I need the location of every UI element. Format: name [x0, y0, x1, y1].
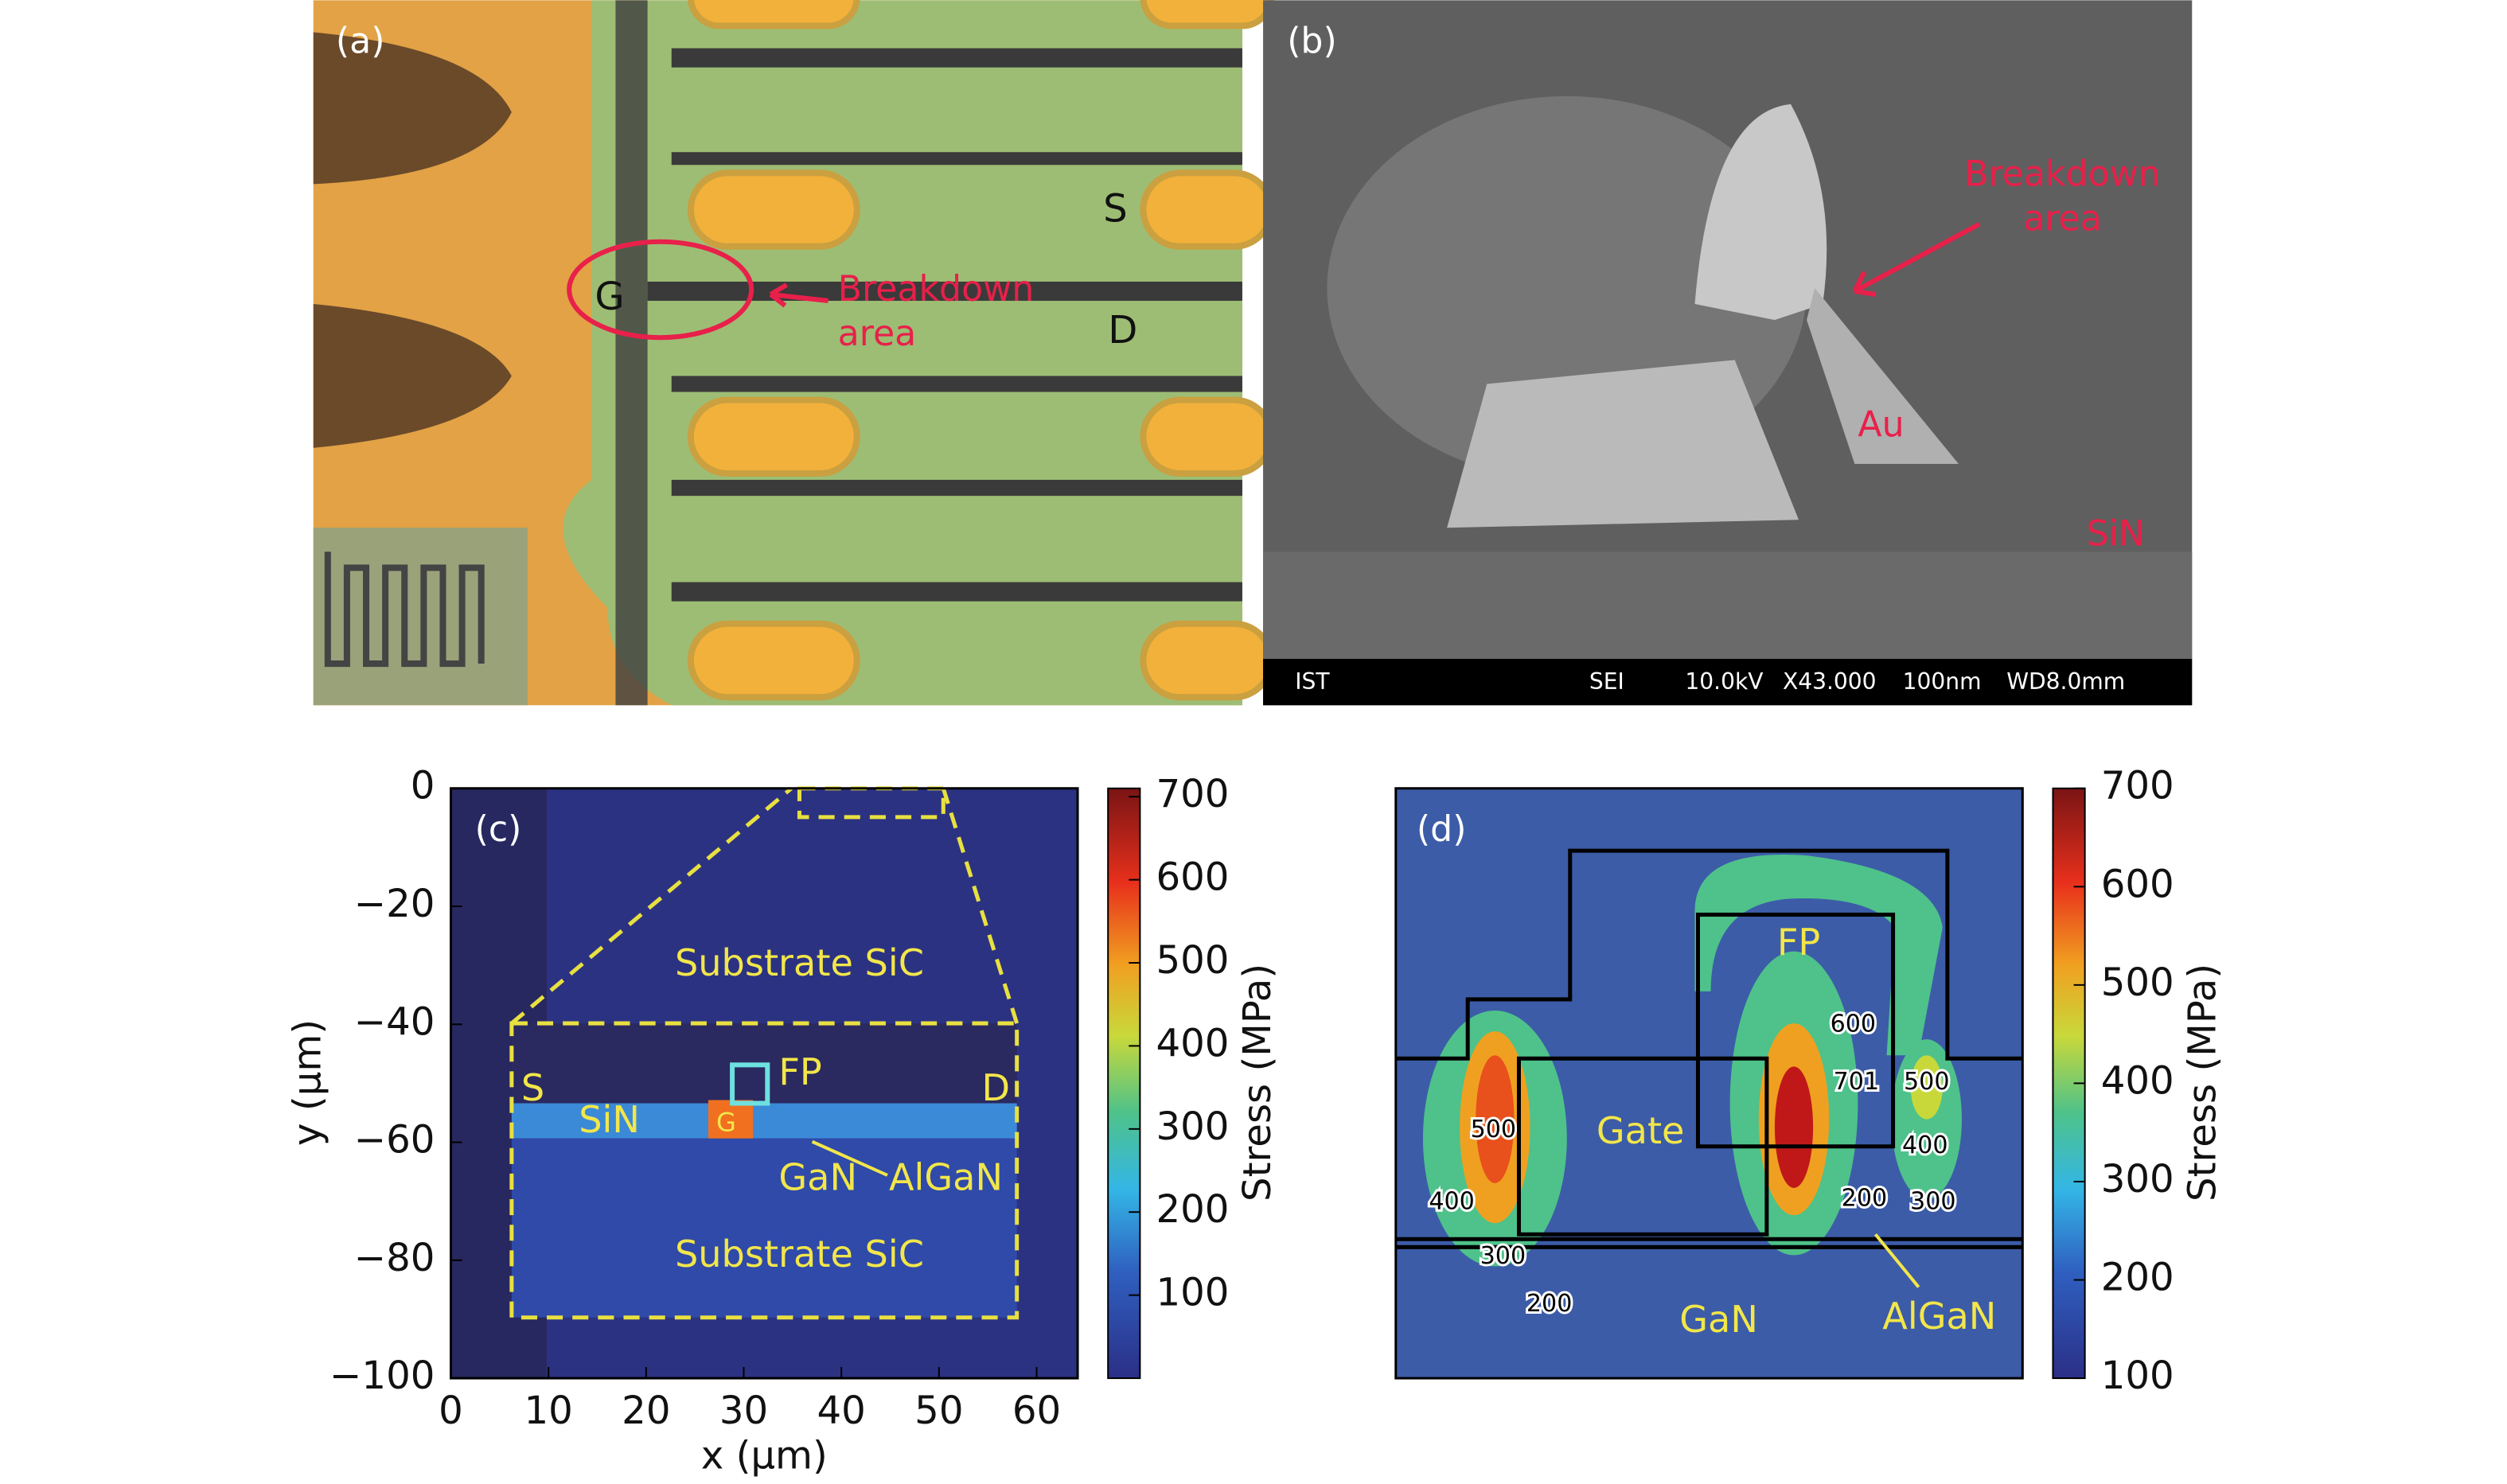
- colorbar-tick-label: 700: [2101, 764, 2174, 808]
- region-label: AlGaN: [1882, 1295, 1996, 1338]
- source-label: S: [1103, 187, 1128, 232]
- panel-label: (c): [475, 809, 522, 850]
- y-axis-label: y (μm): [286, 1019, 330, 1146]
- annotation: Au: [1858, 405, 1904, 446]
- region-label: Substrate SiC: [675, 1233, 924, 1276]
- info-text: IST: [1295, 668, 1330, 695]
- annotation: SiN: [2087, 513, 2145, 554]
- colorbar-tick-label: 200: [2101, 1256, 2174, 1300]
- region-label: S: [521, 1066, 544, 1109]
- region-label: SiN: [579, 1098, 640, 1141]
- colorbar-tick-label: 100: [1156, 1271, 1229, 1315]
- gate-label: G: [595, 275, 624, 319]
- contour-label: 200: [1526, 1290, 1573, 1318]
- panel-label: (d): [1417, 809, 1467, 850]
- contour-label: 500: [1471, 1116, 1517, 1143]
- y-tick-label: −40: [354, 999, 435, 1044]
- y-tick-label: −20: [354, 882, 435, 926]
- annotation: Breakdown: [1964, 154, 2161, 194]
- info-text: X43.000: [1783, 668, 1877, 695]
- colorbar-tick-label: 400: [1156, 1021, 1229, 1065]
- colorbar-tick-label: 600: [2101, 862, 2174, 906]
- colorbar-tick-label: 300: [2101, 1157, 2174, 1202]
- contour-label: 300: [1480, 1242, 1526, 1270]
- region-label: GaN: [778, 1155, 857, 1198]
- region-label: GaN: [1679, 1298, 1758, 1341]
- region-label: FP: [778, 1050, 821, 1093]
- annotation: area: [838, 314, 917, 354]
- y-tick-label: −60: [354, 1118, 435, 1163]
- x-axis-label: x (μm): [701, 1434, 828, 1478]
- contour-label: 200: [1842, 1185, 1888, 1213]
- colorbar-tick-label: 200: [1156, 1187, 1229, 1232]
- contour-label: 300: [1910, 1188, 1956, 1216]
- contour-label: 500: [1904, 1068, 1950, 1096]
- info-text: 10.0kV: [1685, 668, 1763, 695]
- contour-label: 701: [1834, 1068, 1880, 1096]
- info-text: 100nm: [1903, 668, 1982, 695]
- panel-label: (b): [1287, 21, 1337, 62]
- contour-label: 400: [1429, 1188, 1474, 1216]
- region-label: FP: [1777, 921, 1820, 964]
- colorbar-tick-label: 700: [1156, 772, 1229, 816]
- y-tick-label: 0: [411, 764, 435, 808]
- region-label: AlGaN: [889, 1155, 1003, 1198]
- y-tick-label: −100: [329, 1354, 435, 1398]
- region-label: Substrate SiC: [675, 941, 924, 984]
- contour-label: 600: [1831, 1011, 1877, 1038]
- plot-c: [450, 786, 1141, 1380]
- colorbar-tick-label: 400: [2101, 1058, 2174, 1103]
- panel-label: (a): [336, 21, 385, 62]
- colorbar-tick-label: 100: [2101, 1354, 2174, 1398]
- x-tick-label: 50: [914, 1389, 963, 1433]
- plot-d: [1394, 787, 2086, 1380]
- x-tick-label: 30: [719, 1389, 768, 1433]
- x-tick-label: 10: [524, 1389, 573, 1433]
- x-tick-label: 40: [817, 1389, 866, 1433]
- region-label: G: [716, 1108, 736, 1138]
- region-label: D: [981, 1066, 1010, 1109]
- photo-a: [313, 0, 1275, 706]
- info-text: WD8.0mm: [2006, 668, 2125, 695]
- annotation: Breakdown: [838, 269, 1035, 310]
- colorbar-label: Stress (MPa): [1235, 964, 1280, 1202]
- region-label: Gate: [1597, 1109, 1685, 1152]
- y-tick-label: −80: [354, 1236, 435, 1280]
- annotation: area: [2023, 199, 2102, 240]
- colorbar-tick-label: 600: [1156, 855, 1229, 900]
- contour-label: 400: [1902, 1132, 1948, 1159]
- colorbar-tick-label: 500: [2101, 960, 2174, 1005]
- colorbar-tick-label: 300: [1156, 1104, 1229, 1149]
- x-tick-label: 20: [622, 1389, 670, 1433]
- colorbar-label: Stress (MPa): [2180, 964, 2224, 1202]
- drain-label: D: [1108, 308, 1137, 352]
- info-text: SEI: [1589, 668, 1624, 695]
- photo-b: [1263, 0, 2193, 706]
- colorbar-tick-label: 500: [1156, 938, 1229, 983]
- x-tick-label: 0: [439, 1389, 463, 1433]
- x-tick-label: 60: [1012, 1389, 1061, 1433]
